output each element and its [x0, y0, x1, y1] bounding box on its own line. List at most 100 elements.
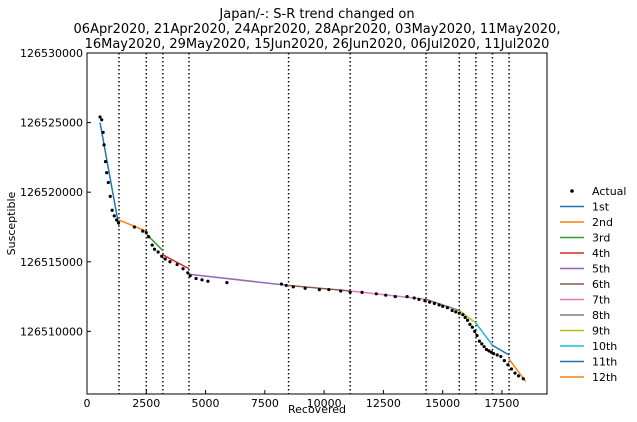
actual-point	[105, 171, 109, 175]
x-tick-label: 0	[84, 397, 91, 410]
actual-point	[499, 354, 503, 359]
actual-point	[106, 180, 110, 185]
actual-point	[181, 267, 185, 271]
actual-point	[163, 257, 167, 261]
actual-point	[141, 229, 145, 233]
actual-point	[168, 260, 172, 264]
legend-label-7th: 7th	[592, 294, 610, 307]
actual-point	[98, 115, 102, 119]
actual-point	[417, 297, 421, 301]
actual-point	[279, 282, 284, 286]
x-tick-label: 12500	[366, 397, 401, 410]
actual-point	[521, 377, 525, 381]
actual-point	[348, 290, 352, 294]
actual-point	[327, 288, 331, 292]
series-line-9th	[458, 309, 477, 324]
actual-point	[160, 254, 164, 258]
actual-point	[461, 313, 465, 317]
actual-point	[132, 225, 137, 229]
actual-point	[470, 325, 474, 329]
actual-point	[102, 143, 106, 147]
actual-point	[374, 292, 378, 296]
actual-point	[317, 288, 321, 292]
actual-point	[150, 243, 154, 247]
chart-title: Japan/-: S-R trend changed on06Apr2020, …	[74, 7, 561, 52]
actual-point	[423, 299, 427, 303]
actual-point	[450, 308, 454, 313]
actual-point	[445, 306, 450, 310]
actual-point	[284, 283, 288, 288]
chart-title-line: 06Apr2020, 21Apr2020, 24Apr2020, 28Apr20…	[74, 22, 561, 37]
x-tick-label: 7500	[251, 397, 279, 410]
actual-point	[100, 118, 104, 122]
actual-point	[103, 159, 108, 164]
legend-label-12th: 12th	[592, 371, 617, 384]
actual-point	[101, 130, 105, 134]
actual-point	[206, 279, 210, 283]
actual-point	[225, 281, 229, 285]
actual-point	[108, 194, 112, 198]
legend-label-11th: 11th	[592, 356, 617, 369]
actual-point	[194, 276, 198, 281]
legend-label-6th: 6th	[592, 278, 610, 291]
actual-point	[291, 285, 295, 289]
actual-point	[112, 214, 116, 218]
legend-label-1st: 1st	[592, 201, 610, 214]
legend-label-10th: 10th	[592, 340, 617, 353]
actual-point	[152, 247, 157, 251]
actual-point	[489, 350, 493, 354]
x-axis: 0 2500 5000 7500 10000 12500 15000 17500	[84, 390, 519, 410]
actual-point	[175, 262, 179, 267]
actual-points	[98, 115, 525, 381]
actual-point	[457, 311, 461, 315]
actual-point	[516, 374, 521, 378]
actual-point	[339, 289, 343, 293]
series-line-10th	[475, 322, 494, 346]
actual-point	[492, 352, 496, 356]
actual-point	[441, 304, 445, 308]
actual-point	[115, 218, 119, 222]
actual-point	[477, 339, 482, 343]
x-tick-label: 15000	[425, 397, 460, 410]
series-line-4th	[162, 254, 190, 270]
actual-point	[475, 333, 479, 338]
legend-label-9th: 9th	[592, 325, 610, 338]
actual-point	[473, 329, 477, 333]
legend-marker-actual	[570, 189, 574, 193]
plot-area	[86, 52, 548, 395]
actual-point	[487, 349, 491, 353]
actual-point	[513, 371, 517, 375]
actual-point	[463, 315, 467, 320]
legend-label-5th: 5th	[592, 263, 610, 276]
actual-point	[360, 290, 364, 294]
actual-point	[393, 294, 397, 299]
actual-point	[200, 278, 204, 282]
axes-frame	[86, 52, 548, 395]
actual-point	[468, 322, 472, 327]
legend-label-4th: 4th	[592, 247, 610, 260]
actual-point	[144, 230, 148, 235]
change-point-lines	[118, 53, 510, 394]
legend-label-3rd: 3rd	[592, 232, 610, 245]
actual-point	[116, 221, 121, 225]
legend: Actual 1st 2nd 3rd 4th 5th 6th 7th 8th 9th 10th 11t…	[560, 185, 626, 384]
actual-point	[506, 363, 510, 367]
actual-point	[186, 271, 190, 275]
actual-point	[437, 303, 441, 307]
actual-point	[495, 353, 499, 357]
x-axis-label: Recovered	[288, 403, 346, 416]
x-tick-label: 17500	[484, 397, 519, 410]
x-tick-label: 10000	[307, 397, 342, 410]
chart-title-line: 16May2020, 29May2020, 15Jun2020, 26Jun20…	[85, 37, 550, 52]
actual-point	[432, 301, 436, 306]
actual-point	[454, 310, 458, 314]
series-line-2nd	[118, 219, 147, 232]
actual-point	[502, 358, 506, 363]
actual-point	[428, 300, 432, 304]
actual-point	[110, 208, 114, 212]
y-tick-label: 126510000	[20, 325, 83, 338]
actual-point	[303, 286, 307, 290]
actual-point	[147, 235, 151, 239]
chart-title-line: Japan/-: S-R trend changed on	[218, 7, 414, 22]
